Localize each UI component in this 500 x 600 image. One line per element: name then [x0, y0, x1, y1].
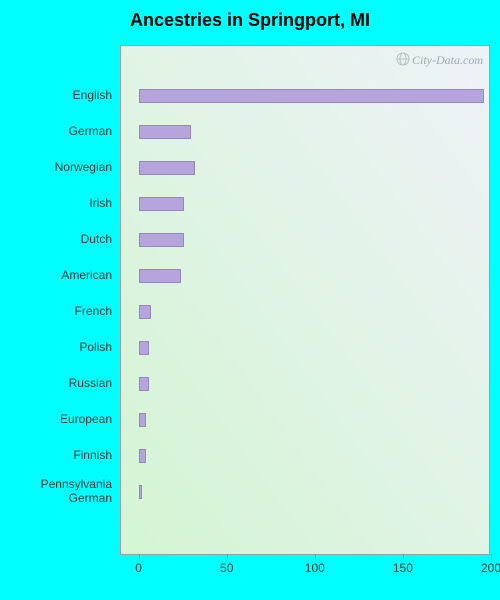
y-axis-label: European: [0, 412, 112, 426]
bar: [139, 485, 143, 499]
y-axis-label: Norwegian: [0, 160, 112, 174]
y-axis-label: German: [0, 124, 112, 138]
x-axis-tick: [227, 554, 228, 559]
x-axis-label: 150: [393, 561, 413, 575]
chart-title: Ancestries in Springport, MI: [0, 10, 500, 31]
x-axis-tick: [403, 554, 404, 559]
bar: [139, 377, 150, 391]
y-axis-label: Polish: [0, 340, 112, 354]
bar: [139, 449, 146, 463]
y-axis-label: Irish: [0, 196, 112, 210]
plot-area: City-Data.com 050100150200: [120, 45, 490, 555]
bar: [139, 125, 192, 139]
y-axis-label: Dutch: [0, 232, 112, 246]
bar: [139, 341, 150, 355]
x-axis-label: 200: [481, 561, 500, 575]
bar: [139, 89, 484, 103]
y-axis-label: Finnish: [0, 448, 112, 462]
x-axis-tick: [139, 554, 140, 559]
y-axis-label: Russian: [0, 376, 112, 390]
x-axis-label: 100: [305, 561, 325, 575]
bar: [139, 161, 195, 175]
x-axis-tick: [315, 554, 316, 559]
y-axis-label: American: [0, 268, 112, 282]
x-axis-label: 50: [220, 561, 233, 575]
chart-canvas: Ancestries in Springport, MI City-Data.c…: [0, 0, 500, 600]
bar: [139, 269, 181, 283]
bars-container: [121, 46, 489, 554]
bar: [139, 197, 185, 211]
bar: [139, 305, 151, 319]
y-axis-label: French: [0, 304, 112, 318]
bar: [139, 413, 146, 427]
x-axis-tick: [491, 554, 492, 559]
y-axis-label: English: [0, 88, 112, 102]
x-axis-label: 0: [135, 561, 142, 575]
bar: [139, 233, 185, 247]
y-axis-label: Pennsylvania German: [0, 477, 112, 505]
